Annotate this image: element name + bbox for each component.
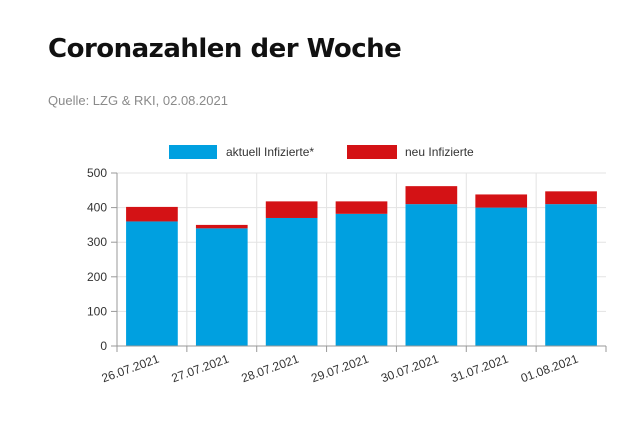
- y-tick-label: 300: [87, 235, 107, 249]
- x-tick-label: 27.07.2021: [170, 352, 232, 386]
- bar-neu-infizierte: [265, 201, 318, 218]
- x-tick-label: 29.07.2021: [309, 352, 371, 386]
- source-note: Quelle: LZG & RKI, 02.08.2021: [48, 93, 228, 108]
- x-tick-label: 28.07.2021: [239, 352, 301, 386]
- legend-label-aktuell: aktuell Infizierte*: [226, 145, 314, 159]
- bar-neu-infizierte: [126, 206, 178, 222]
- bar-aktuell-infizierte: [335, 213, 388, 346]
- chart-title: Coronazahlen der Woche: [48, 34, 402, 64]
- x-tick-label: 01.08.2021: [519, 352, 581, 386]
- x-tick-label: 30.07.2021: [379, 352, 441, 386]
- bar-aktuell-infizierte: [475, 207, 528, 346]
- legend-swatch-neu: [347, 145, 397, 159]
- y-tick-label: 400: [87, 201, 107, 215]
- y-tick-label: 100: [87, 304, 107, 318]
- legend-swatch-aktuell: [169, 145, 217, 159]
- bar-neu-infizierte: [335, 201, 388, 214]
- x-tick-label: 26.07.2021: [100, 352, 162, 386]
- bar-neu-infizierte: [405, 186, 458, 205]
- x-tick-label: 31.07.2021: [449, 352, 511, 386]
- legend-label-neu: neu Infizierte: [405, 145, 474, 159]
- bar-aktuell-infizierte: [126, 221, 178, 346]
- bar-aktuell-infizierte: [545, 204, 597, 346]
- bar-aktuell-infizierte: [195, 228, 248, 346]
- y-tick-label: 0: [100, 339, 107, 353]
- y-tick-label: 500: [87, 166, 107, 180]
- y-tick-label: 200: [87, 270, 107, 284]
- bar-aktuell-infizierte: [405, 204, 458, 346]
- bar-neu-infizierte: [545, 191, 597, 205]
- bar-neu-infizierte: [475, 194, 528, 208]
- bar-neu-infizierte: [195, 224, 248, 229]
- bar-aktuell-infizierte: [265, 217, 318, 346]
